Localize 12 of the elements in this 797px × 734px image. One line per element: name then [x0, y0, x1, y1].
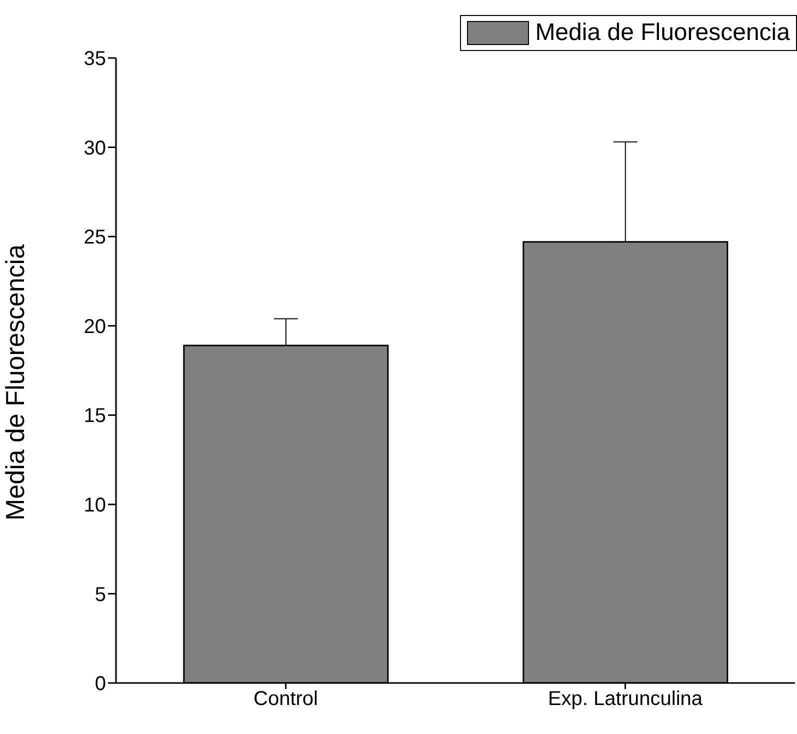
y-axis-title: Media de Fluorescencia [0, 244, 30, 520]
y-tick-label: 30 [84, 137, 106, 160]
y-tick-label: 10 [84, 494, 106, 517]
y-tick-label: 0 [94, 673, 106, 696]
y-tick-label: 5 [94, 584, 106, 606]
x-tick-label: Control [254, 688, 318, 710]
y-tick-label: 35 [84, 48, 106, 70]
y-tick-label: 25 [84, 226, 106, 249]
legend-label: Media de Fluorescencia [535, 19, 790, 47]
x-tick-label: Exp. Latrunculina [548, 688, 704, 710]
y-tick-label: 15 [84, 405, 106, 428]
y-tick-label: 20 [84, 316, 106, 338]
